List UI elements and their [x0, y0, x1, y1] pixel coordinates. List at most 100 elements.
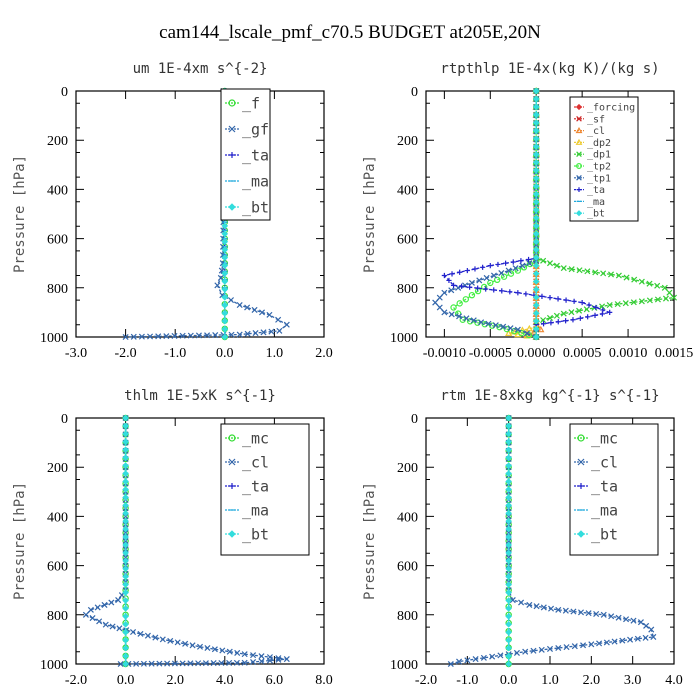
- legend: _f _gf _ta _ma _bt: [220, 88, 271, 221]
- x-tick-label: -0.0010: [423, 346, 466, 361]
- data-point: [623, 274, 630, 281]
- x-tick-label: 1.0: [266, 346, 284, 361]
- data-point: [532, 309, 540, 317]
- y-tick-label: 200: [397, 134, 418, 149]
- data-point: [441, 289, 448, 296]
- data-point: [174, 639, 181, 646]
- y-tick-label: 0: [411, 412, 418, 427]
- y-tick-label: 600: [47, 233, 68, 248]
- data-point: [571, 298, 577, 304]
- legend-label: _ma: [587, 197, 605, 208]
- data-point: [524, 330, 531, 337]
- data-point: [560, 265, 567, 272]
- data-point: [122, 652, 129, 660]
- legend-label: _tp2: [587, 162, 611, 173]
- data-point: [661, 284, 668, 291]
- data-point: [450, 304, 457, 311]
- data-point: [500, 273, 508, 280]
- data-point: [432, 299, 439, 306]
- data-point: [654, 296, 661, 303]
- legend-marker: [229, 483, 235, 489]
- y-tick-label: 200: [47, 134, 68, 149]
- data-point: [218, 659, 225, 667]
- data-point: [122, 478, 129, 485]
- y-tick-label: 400: [47, 510, 68, 525]
- data-point: [441, 309, 448, 316]
- data-point: [630, 617, 637, 624]
- legend-marker: [575, 210, 583, 217]
- data-point: [487, 279, 494, 287]
- data-point: [89, 615, 96, 622]
- data-point: [505, 486, 512, 493]
- data-point: [546, 645, 554, 652]
- data-point: [446, 277, 452, 284]
- data-point: [221, 230, 229, 238]
- data-point: [491, 287, 497, 293]
- data-point: [592, 312, 598, 318]
- data-point: [563, 644, 570, 651]
- data-point: [96, 618, 103, 625]
- data-point: [221, 294, 229, 301]
- data-point: [138, 333, 145, 340]
- data-point: [532, 301, 540, 309]
- data-point: [646, 280, 653, 287]
- data-point: [619, 637, 626, 644]
- data-point: [576, 267, 583, 274]
- data-point: [275, 656, 282, 663]
- y-tick-label: 400: [397, 183, 418, 198]
- legend-label: _ma: [242, 172, 269, 190]
- legend-box: [220, 423, 310, 556]
- legend: _mc _cl _ta _ma _bt: [569, 423, 659, 556]
- legend-marker: [576, 174, 582, 181]
- data-point: [532, 127, 540, 134]
- data-point: [532, 214, 540, 222]
- data-point: [109, 623, 116, 630]
- legend-marker: [576, 151, 582, 158]
- data-point: [505, 644, 512, 652]
- data-point: [485, 320, 492, 327]
- data-point: [148, 660, 155, 667]
- data-point: [480, 654, 487, 661]
- data-point: [233, 659, 240, 666]
- data-point: [456, 313, 463, 320]
- data-point: [122, 581, 129, 588]
- legend-label: _forcing: [587, 103, 635, 114]
- data-point: [250, 652, 257, 659]
- data-point: [122, 525, 129, 533]
- data-point: [532, 167, 540, 174]
- series-line: [508, 91, 537, 338]
- data-point: [505, 533, 512, 541]
- data-point: [122, 597, 129, 604]
- legend-label: _ta: [242, 477, 269, 495]
- data-point: [116, 625, 123, 632]
- chart-panel-4: rtm 1E-8xkg kg^{-1} s^{-1} Pressure [hPa]…: [362, 388, 683, 688]
- legend-marker: [578, 483, 584, 489]
- legend-marker: [228, 434, 236, 442]
- data-point: [122, 430, 129, 438]
- data-point: [133, 660, 140, 667]
- data-point: [221, 262, 229, 269]
- data-point: [221, 325, 229, 333]
- data-point: [122, 333, 129, 341]
- data-point: [505, 621, 512, 628]
- data-point: [505, 628, 512, 636]
- data-point: [258, 309, 266, 316]
- x-tick-label: -0.0005: [469, 346, 512, 361]
- chart-panel-2: rtpthlp 1E-4x(kg K)/(kg s) Pressure [hPa]…: [362, 61, 693, 361]
- data-point: [221, 270, 229, 277]
- data-point: [458, 283, 465, 289]
- data-point: [122, 414, 129, 422]
- data-point: [577, 609, 585, 616]
- y-tick-label: 800: [397, 609, 418, 624]
- legend-label: _tp1: [587, 173, 611, 184]
- data-point: [548, 320, 554, 326]
- data-point: [122, 644, 129, 652]
- data-point: [555, 644, 562, 652]
- panel-title: rtm 1E-8xkg kg^{-1} s^{-1}: [440, 388, 659, 404]
- data-point: [599, 311, 605, 317]
- data-point: [570, 317, 576, 323]
- data-point: [505, 652, 512, 660]
- data-point: [196, 643, 204, 650]
- data-point: [546, 314, 554, 321]
- data-point: [638, 278, 645, 285]
